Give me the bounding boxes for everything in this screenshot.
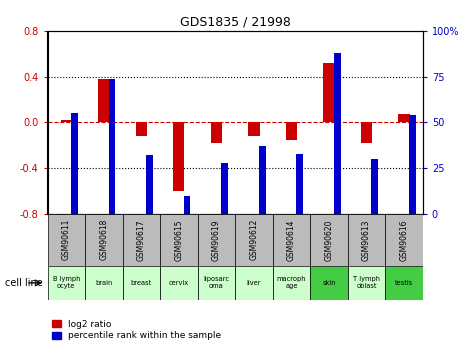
Bar xyxy=(160,214,198,266)
Bar xyxy=(71,113,78,214)
Text: GSM90615: GSM90615 xyxy=(174,219,183,260)
Text: breast: breast xyxy=(131,280,152,286)
Bar xyxy=(248,122,259,136)
Text: GSM90619: GSM90619 xyxy=(212,219,221,260)
Text: B lymph
ocyte: B lymph ocyte xyxy=(53,276,80,289)
Bar xyxy=(160,266,198,300)
Bar xyxy=(361,122,372,143)
Bar xyxy=(409,115,416,214)
Text: GSM90613: GSM90613 xyxy=(362,219,371,260)
Text: liposarc
oma: liposarc oma xyxy=(203,276,229,289)
Text: cervix: cervix xyxy=(169,280,189,286)
Bar xyxy=(184,196,190,214)
Text: GSM90614: GSM90614 xyxy=(287,219,296,260)
Bar xyxy=(48,214,85,266)
Bar xyxy=(85,214,123,266)
Bar xyxy=(235,214,273,266)
Bar xyxy=(348,214,385,266)
Text: GSM90616: GSM90616 xyxy=(399,219,408,260)
Bar xyxy=(273,266,310,300)
Bar xyxy=(109,79,115,214)
Bar xyxy=(310,266,348,300)
Bar xyxy=(123,266,160,300)
Text: T lymph
oblast: T lymph oblast xyxy=(353,276,380,289)
Bar xyxy=(273,214,310,266)
Text: GSM90618: GSM90618 xyxy=(99,219,108,260)
Bar xyxy=(296,154,303,214)
Bar xyxy=(198,214,235,266)
Legend: log2 ratio, percentile rank within the sample: log2 ratio, percentile rank within the s… xyxy=(52,320,221,341)
Title: GDS1835 / 21998: GDS1835 / 21998 xyxy=(180,16,291,29)
Bar xyxy=(173,122,184,191)
Text: GSM90620: GSM90620 xyxy=(324,219,333,260)
Bar xyxy=(259,146,266,214)
Bar xyxy=(85,266,123,300)
Bar xyxy=(48,266,85,300)
Text: cell line: cell line xyxy=(5,278,42,288)
Bar xyxy=(98,79,109,122)
Bar xyxy=(235,266,273,300)
Bar xyxy=(385,266,423,300)
Bar xyxy=(221,163,228,214)
Text: testis: testis xyxy=(395,280,413,286)
Text: skin: skin xyxy=(322,280,336,286)
Bar xyxy=(334,53,341,214)
Bar xyxy=(371,159,378,214)
Bar xyxy=(61,120,72,122)
Text: liver: liver xyxy=(247,280,261,286)
Text: GSM90612: GSM90612 xyxy=(249,219,258,260)
Bar xyxy=(286,122,297,140)
Bar xyxy=(399,115,409,122)
Bar xyxy=(146,155,153,214)
Bar xyxy=(198,266,235,300)
Bar xyxy=(323,63,334,122)
Text: brain: brain xyxy=(95,280,113,286)
Text: GSM90611: GSM90611 xyxy=(62,219,71,260)
Bar xyxy=(310,214,348,266)
Bar xyxy=(123,214,160,266)
Bar xyxy=(385,214,423,266)
Bar xyxy=(348,266,385,300)
Text: GSM90617: GSM90617 xyxy=(137,219,146,260)
Bar xyxy=(211,122,222,143)
Bar xyxy=(136,122,147,136)
Text: macroph
age: macroph age xyxy=(276,276,306,289)
